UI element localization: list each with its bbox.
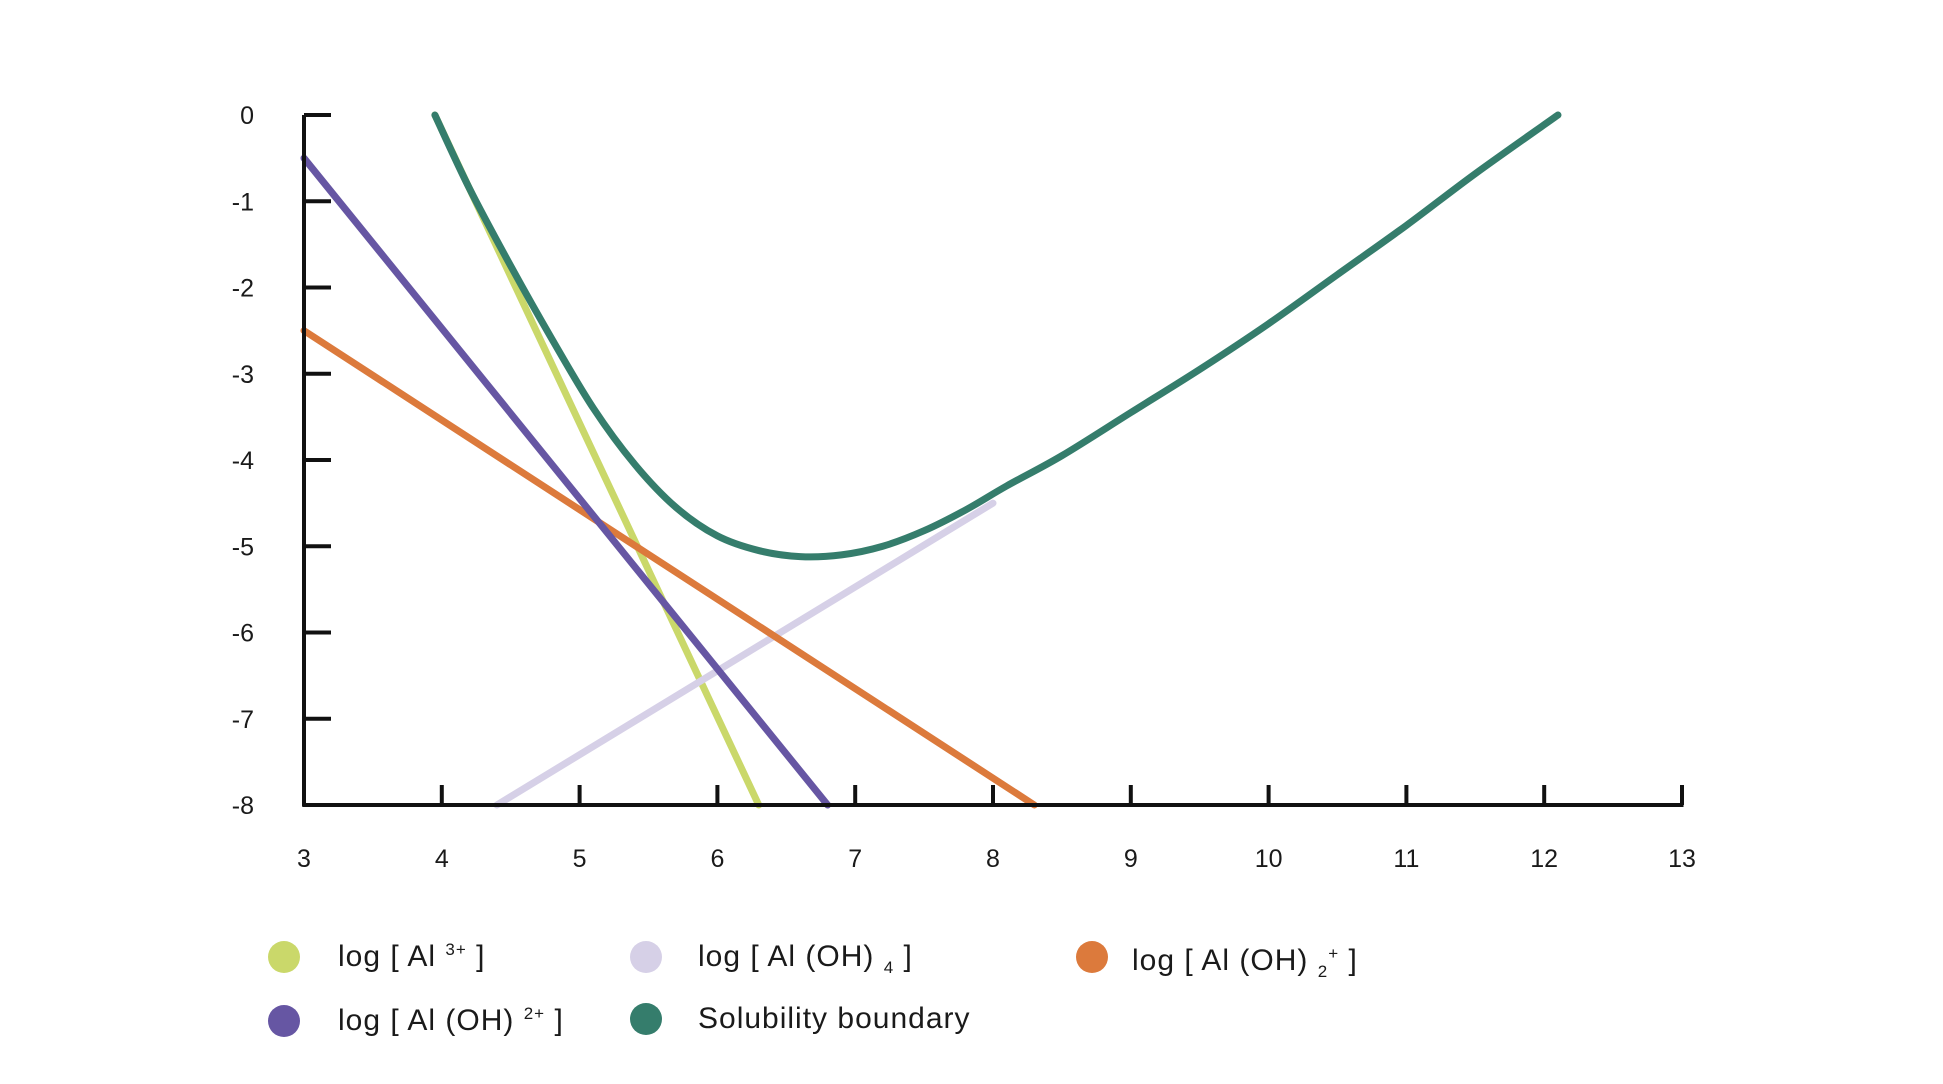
x-tick-label: 11	[1393, 845, 1419, 873]
y-tick-label: -3	[232, 361, 254, 389]
y-tick-label: -4	[232, 447, 254, 475]
x-tick-label: 8	[986, 845, 1000, 873]
series-line-solubility	[431, 111, 1562, 561]
y-tick-label: -5	[232, 533, 254, 561]
y-tick-label: -6	[232, 620, 254, 648]
axes-layer: 3 4 5 6 7 8 9 10 11 12 13 0 -1 -2 -3 -4 -5 -6 -7 -8	[232, 102, 1696, 873]
series-layer	[300, 111, 1562, 809]
x-tick-label: 13	[1668, 845, 1696, 873]
y-tick-label: -7	[232, 706, 254, 734]
x-tick-label: 5	[573, 845, 587, 873]
y-tick-label: 0	[240, 102, 254, 130]
y-tick-label: -8	[232, 792, 254, 820]
x-tick-label: 3	[297, 845, 311, 873]
x-tick-label: 10	[1255, 845, 1283, 873]
x-tick-label: 9	[1124, 845, 1138, 873]
series-line-aloh2_purple	[300, 154, 832, 809]
series-line-aloh4	[493, 499, 997, 809]
y-tick-label: -1	[232, 188, 254, 216]
x-tick-label: 6	[710, 845, 724, 873]
x-tick-label: 12	[1530, 845, 1558, 873]
x-tick-label: 7	[848, 845, 862, 873]
x-tick-label: 4	[435, 845, 449, 873]
series-line-aloh2_orange	[300, 327, 1038, 809]
y-tick-label: -2	[232, 275, 254, 303]
